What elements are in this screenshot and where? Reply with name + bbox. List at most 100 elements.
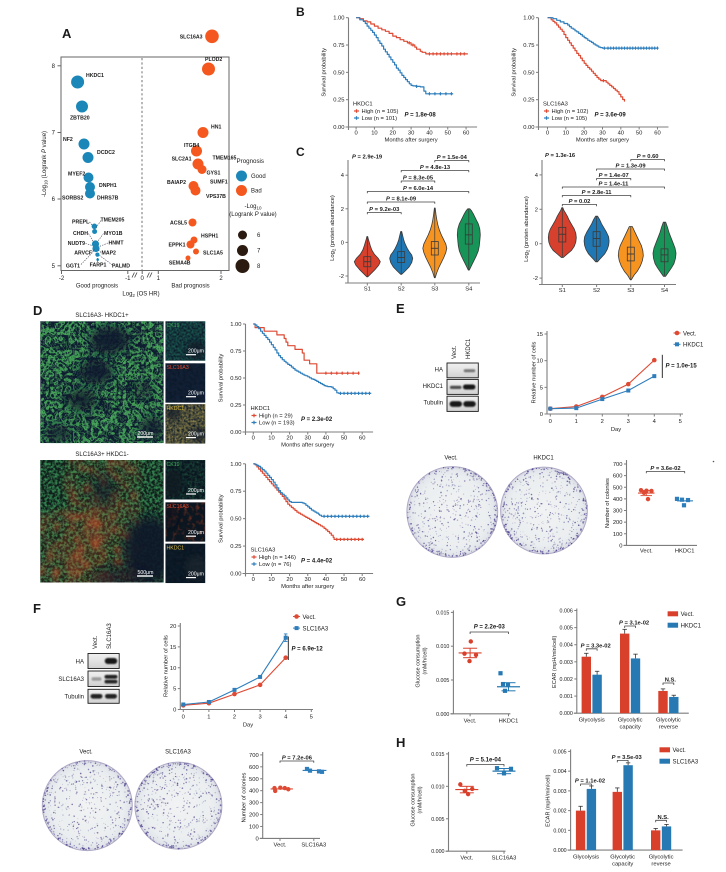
svg-text:30: 30: [599, 131, 605, 137]
svg-text:30: 30: [305, 577, 311, 583]
svg-text:CK19: CK19: [167, 323, 180, 329]
svg-text:1.00: 1.00: [230, 462, 241, 468]
svg-text:0.002: 0.002: [553, 809, 566, 815]
svg-text:Glucose consumption: Glucose consumption: [411, 774, 417, 827]
svg-text:Survival probability: Survival probability: [219, 494, 225, 543]
svg-text:P = 8.1e-09: P = 8.1e-09: [386, 197, 417, 203]
svg-text:0.75: 0.75: [230, 489, 241, 495]
svg-text:High (n = 29): High (n = 29): [259, 414, 293, 420]
svg-text:-1: -1: [125, 276, 131, 282]
svg-text:HSPH1: HSPH1: [201, 234, 218, 240]
svg-text:Day: Day: [611, 427, 621, 433]
svg-text:capacity: capacity: [619, 725, 640, 731]
svg-text:P = 9.2e-03: P = 9.2e-03: [369, 207, 400, 213]
svg-text:Good: Good: [251, 174, 266, 180]
svg-text:600: 600: [249, 765, 259, 771]
svg-text:Months after surgery: Months after surgery: [281, 443, 334, 449]
svg-text:Survival probability: Survival probability: [512, 48, 518, 97]
svg-text:reverse: reverse: [651, 862, 670, 868]
svg-text:Glycolytic: Glycolytic: [656, 718, 681, 724]
svg-text:P = 7.2e-06: P = 7.2e-06: [282, 756, 313, 762]
svg-text:0.001: 0.001: [553, 828, 566, 834]
svg-text:HKDC1: HKDC1: [533, 456, 554, 462]
svg-text:PLOD2: PLOD2: [205, 57, 222, 63]
svg-text:3: 3: [258, 715, 261, 721]
svg-text:10: 10: [537, 359, 543, 365]
svg-text:200μm: 200μm: [188, 488, 204, 494]
svg-text:DNPH1: DNPH1: [99, 183, 117, 189]
svg-text:Survival probability: Survival probability: [219, 354, 225, 403]
svg-text:P = 2.8e-11: P = 2.8e-11: [582, 190, 613, 196]
svg-text:SLC16A3: SLC16A3: [167, 504, 189, 510]
svg-text:P = 3.5e-03: P = 3.5e-03: [612, 755, 643, 761]
svg-text:S4: S4: [661, 288, 669, 294]
svg-text:ITGB4: ITGB4: [184, 143, 199, 149]
svg-text:Number of colonies: Number of colonies: [242, 772, 248, 822]
svg-text:Low (n = 76): Low (n = 76): [259, 562, 291, 568]
svg-text:700: 700: [249, 753, 259, 759]
svg-text:-2: -2: [533, 276, 538, 282]
svg-text:Relative number of cells: Relative number of cells: [164, 635, 170, 697]
svg-text:EPPK1: EPPK1: [168, 243, 185, 249]
svg-text:PREPL: PREPL: [72, 220, 90, 226]
svg-text:0.25: 0.25: [230, 544, 241, 550]
svg-text:A: A: [62, 26, 72, 41]
svg-text:P = 4.4e-02: P = 4.4e-02: [301, 559, 333, 565]
svg-text:HKDC1: HKDC1: [675, 549, 695, 555]
svg-text:P = 3.1e-02: P = 3.1e-02: [619, 621, 649, 627]
svg-text:Vect.: Vect.: [673, 748, 687, 754]
svg-text:0.25: 0.25: [230, 403, 241, 409]
svg-text:Vect.: Vect.: [93, 635, 99, 649]
svg-text:SLC16A3: SLC16A3: [165, 750, 191, 756]
svg-text:C: C: [296, 145, 305, 159]
svg-text:P = 2.3e-02: P = 2.3e-02: [301, 417, 333, 423]
svg-text:0.75: 0.75: [230, 349, 241, 355]
svg-text:Glycolytic: Glycolytic: [649, 855, 674, 861]
svg-text:Glycolytic: Glycolytic: [610, 855, 635, 861]
svg-text:P = 1.3e-09: P = 1.3e-09: [615, 164, 646, 170]
svg-text:1.00: 1.00: [230, 322, 241, 328]
svg-text:Log2 (OS HR): Log2 (OS HR): [122, 292, 159, 299]
svg-text:P = 2.2e-03: P = 2.2e-03: [474, 625, 506, 631]
svg-text:4: 4: [535, 173, 539, 179]
svg-text:2: 2: [601, 419, 604, 425]
svg-text:Months after surgery: Months after surgery: [576, 138, 629, 144]
svg-text:60: 60: [463, 131, 469, 137]
svg-text:P = 3.3e-02: P = 3.3e-02: [581, 643, 611, 649]
svg-text:P = 4.8e-13: P = 4.8e-13: [420, 165, 451, 171]
svg-text:Vect.: Vect.: [444, 456, 458, 462]
svg-text:HNMT: HNMT: [109, 241, 125, 247]
svg-text:SLC16A3+ HKDC1-: SLC16A3+ HKDC1-: [75, 452, 128, 458]
svg-text:CK19: CK19: [167, 462, 180, 468]
svg-text:(Logrank P value): (Logrank P value): [229, 212, 276, 218]
svg-text:0: 0: [252, 577, 255, 583]
svg-text:100: 100: [249, 824, 259, 830]
svg-text:Log2 (protein abundance): Log2 (protein abundance): [524, 196, 530, 262]
svg-text:30: 30: [408, 131, 414, 137]
svg-text:MAP2: MAP2: [102, 251, 117, 257]
svg-text:B: B: [296, 5, 305, 19]
svg-text:1.00: 1.00: [523, 16, 534, 22]
svg-text:0.50: 0.50: [523, 70, 534, 76]
svg-text:5: 5: [540, 385, 543, 391]
svg-text:Relative number of cells: Relative number of cells: [532, 341, 538, 403]
svg-text:Glycolysis: Glycolysis: [573, 855, 599, 861]
svg-text:BAIAP2: BAIAP2: [167, 180, 186, 186]
svg-text:8: 8: [257, 264, 261, 270]
svg-text:40: 40: [323, 577, 329, 583]
svg-text:Day: Day: [243, 723, 253, 729]
svg-text:2: 2: [341, 207, 344, 213]
svg-text:High (n = 102): High (n = 102): [552, 109, 589, 115]
svg-text:0.015: 0.015: [431, 752, 444, 758]
svg-text:200μm: 200μm: [188, 432, 204, 438]
svg-text:SLC2A1: SLC2A1: [172, 157, 192, 163]
svg-text:E: E: [396, 301, 405, 316]
svg-text:G: G: [396, 594, 406, 609]
svg-text:0: 0: [619, 543, 622, 549]
svg-text:10: 10: [563, 131, 569, 137]
svg-text:HA: HA: [76, 660, 84, 666]
svg-text:GGT1: GGT1: [66, 264, 80, 270]
svg-text:400: 400: [613, 497, 623, 503]
svg-text:TMEM165: TMEM165: [213, 156, 237, 162]
svg-text:Prognosis: Prognosis: [237, 158, 265, 165]
